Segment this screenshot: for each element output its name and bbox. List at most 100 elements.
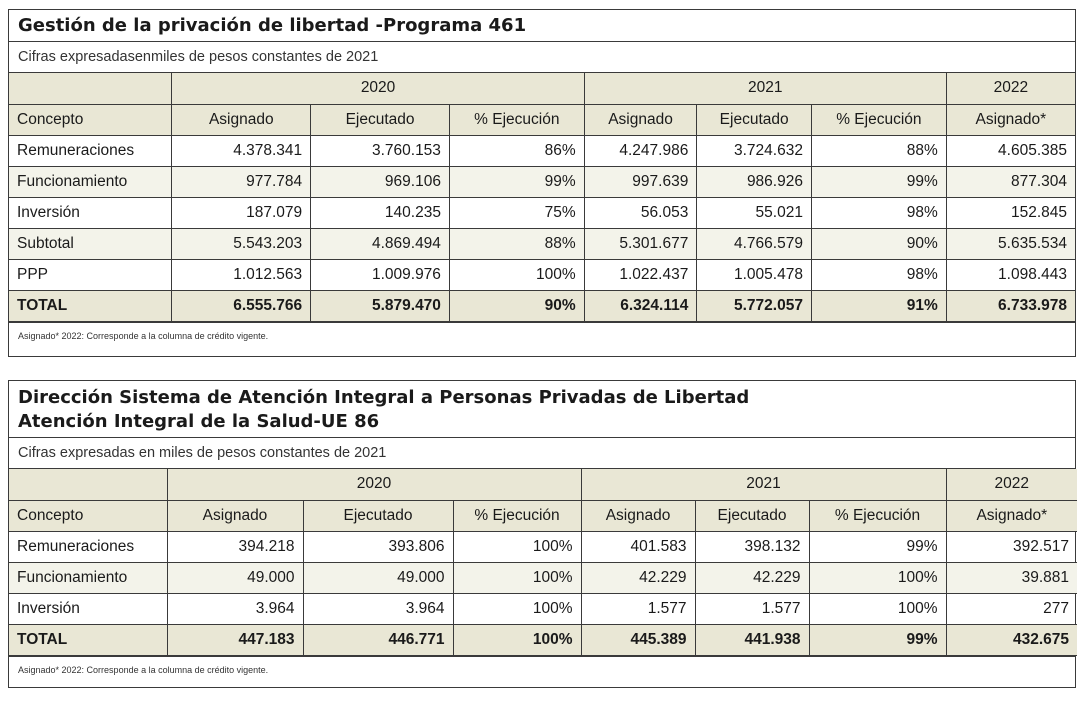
table-cell: 277 xyxy=(945,592,1078,625)
table-cell: 99% xyxy=(808,623,947,656)
table-cell: 42.229 xyxy=(694,561,810,594)
table-cell: 977.784 xyxy=(171,165,312,198)
table-cell: 1.012.563 xyxy=(171,258,312,291)
table-cell: 394.218 xyxy=(166,531,304,563)
table-cell: 6.555.766 xyxy=(171,289,312,322)
table-cell: 99% xyxy=(448,165,585,198)
table-cell: 877.304 xyxy=(945,165,1075,198)
table-cell: 3.760.153 xyxy=(310,135,450,167)
table-cell: 187.079 xyxy=(171,196,312,229)
table-cell: 100% xyxy=(452,561,582,594)
table-row: TOTAL 6.555.766 5.879.470 90% 6.324.114 5.772… xyxy=(9,289,1075,322)
table-row: TOTAL 447.183 446.771 100% 445.389 441.938 99%… xyxy=(9,623,1078,656)
table-block-ue-86: Dirección Sistema de Atención Integral a… xyxy=(8,380,1078,688)
table-cell: 441.938 xyxy=(694,623,810,656)
table-cell: 969.106 xyxy=(310,165,450,198)
table-cell: 98% xyxy=(810,258,947,291)
table-cell: 4.869.494 xyxy=(310,227,450,260)
year-header-2020: 2020 xyxy=(171,73,585,105)
table-cell: 42.229 xyxy=(580,561,696,594)
table-cell: 55.021 xyxy=(696,196,812,229)
column-header: Asignado xyxy=(171,103,312,136)
table-cell: 3.964 xyxy=(302,592,454,625)
table-cell: 1.577 xyxy=(694,592,810,625)
table-cell: 3.724.632 xyxy=(696,135,812,167)
table-cell: 5.543.203 xyxy=(171,227,312,260)
table-cell: 49.000 xyxy=(166,561,304,594)
row-label: Inversión xyxy=(9,196,173,229)
column-header: Concepto xyxy=(9,103,173,136)
table-cell: 99% xyxy=(810,165,947,198)
table-cell: 401.583 xyxy=(580,531,696,563)
table-cell: 432.675 xyxy=(945,623,1078,656)
year-header-2021: 2021 xyxy=(583,73,947,105)
column-header: % Ejecución xyxy=(808,499,947,532)
table-cell: 39.881 xyxy=(945,561,1078,594)
row-label: Remuneraciones xyxy=(9,135,173,167)
table-cell: 445.389 xyxy=(580,623,696,656)
table-cell: 4.605.385 xyxy=(945,135,1075,167)
table-cell: 99% xyxy=(808,531,947,563)
column-header: Ejecutado xyxy=(302,499,454,532)
year-header-2020: 2020 xyxy=(166,469,582,501)
row-label: Remuneraciones xyxy=(9,531,168,563)
empty-header-cell xyxy=(9,73,173,105)
table-cell: 1.022.437 xyxy=(583,258,698,291)
table-row: Funcionamiento 977.784 969.106 99% 997.639 98… xyxy=(9,165,1075,198)
table-cell: 152.845 xyxy=(945,196,1075,229)
table-cell: 1.577 xyxy=(580,592,696,625)
table-footnote: Asignado* 2022: Corresponde a la columna… xyxy=(9,655,1075,683)
table-subtitle: Cifras expresadas en miles de pesos cons… xyxy=(9,438,1075,469)
column-header: Asignado xyxy=(580,499,696,532)
table-cell: 100% xyxy=(452,623,582,656)
table-row: Remuneraciones 4.378.341 3.760.153 86% 4.247… xyxy=(9,135,1075,167)
table-cell: 6.324.114 xyxy=(583,289,698,322)
year-header-2021: 2021 xyxy=(580,469,947,501)
table-cell: 49.000 xyxy=(302,561,454,594)
column-header: % Ejecución xyxy=(452,499,582,532)
table-row: Subtotal 5.543.203 4.869.494 88% 5.301.677 4.… xyxy=(9,227,1075,260)
budget-table: 2020 2021 2022 Concepto Asignado Ejecuta… xyxy=(9,73,1075,322)
table-cell: 398.132 xyxy=(694,531,810,563)
table-cell: 5.301.677 xyxy=(583,227,698,260)
column-header: Asignado* xyxy=(945,499,1078,532)
table-cell: 100% xyxy=(448,258,585,291)
row-label: TOTAL xyxy=(9,289,173,322)
table-cell: 91% xyxy=(810,289,947,322)
table-subtitle: Cifras expresadasenmiles de pesos consta… xyxy=(9,42,1075,73)
table-row: Inversión 3.964 3.964 100% 1.577 1.577 100% 277 xyxy=(9,592,1078,625)
table-title: Gestión de la privación de libertad -Pro… xyxy=(9,10,1075,42)
table-title: Dirección Sistema de Atención Integral a… xyxy=(9,381,1075,438)
column-header: Ejecutado xyxy=(694,499,810,532)
table-cell: 4.378.341 xyxy=(171,135,312,167)
table-row: PPP 1.012.563 1.009.976 100% 1.022.437 1.005.… xyxy=(9,258,1075,291)
table-footnote: Asignado* 2022: Corresponde a la columna… xyxy=(9,321,1075,349)
table-cell: 4.766.579 xyxy=(696,227,812,260)
table-cell: 1.009.976 xyxy=(310,258,450,291)
year-header-2022: 2022 xyxy=(945,73,1075,105)
table-cell: 5.772.057 xyxy=(696,289,812,322)
budget-table: 2020 2021 2022 Concepto Asignado Ejecuta… xyxy=(9,469,1078,656)
table-block-programa-461: Gestión de la privación de libertad -Pro… xyxy=(8,9,1076,357)
column-header: % Ejecución xyxy=(448,103,585,136)
row-label: PPP xyxy=(9,258,173,291)
table-row: Funcionamiento 49.000 49.000 100% 42.229 42.2… xyxy=(9,561,1078,594)
table-cell: 75% xyxy=(448,196,585,229)
year-header-2022: 2022 xyxy=(945,469,1078,501)
table-cell: 100% xyxy=(452,592,582,625)
table-row: Inversión 187.079 140.235 75% 56.053 55.021 98… xyxy=(9,196,1075,229)
column-header: Asignado xyxy=(166,499,304,532)
table-cell: 88% xyxy=(810,135,947,167)
row-label: Subtotal xyxy=(9,227,173,260)
table-cell: 1.005.478 xyxy=(696,258,812,291)
row-label: Funcionamiento xyxy=(9,165,173,198)
table-cell: 90% xyxy=(810,227,947,260)
table-cell: 4.247.986 xyxy=(583,135,698,167)
table-cell: 447.183 xyxy=(166,623,304,656)
empty-header-cell xyxy=(9,469,168,501)
table-cell: 446.771 xyxy=(302,623,454,656)
table-cell: 100% xyxy=(808,592,947,625)
table-cell: 100% xyxy=(452,531,582,563)
column-header: Asignado xyxy=(583,103,698,136)
table-cell: 5.635.534 xyxy=(945,227,1075,260)
